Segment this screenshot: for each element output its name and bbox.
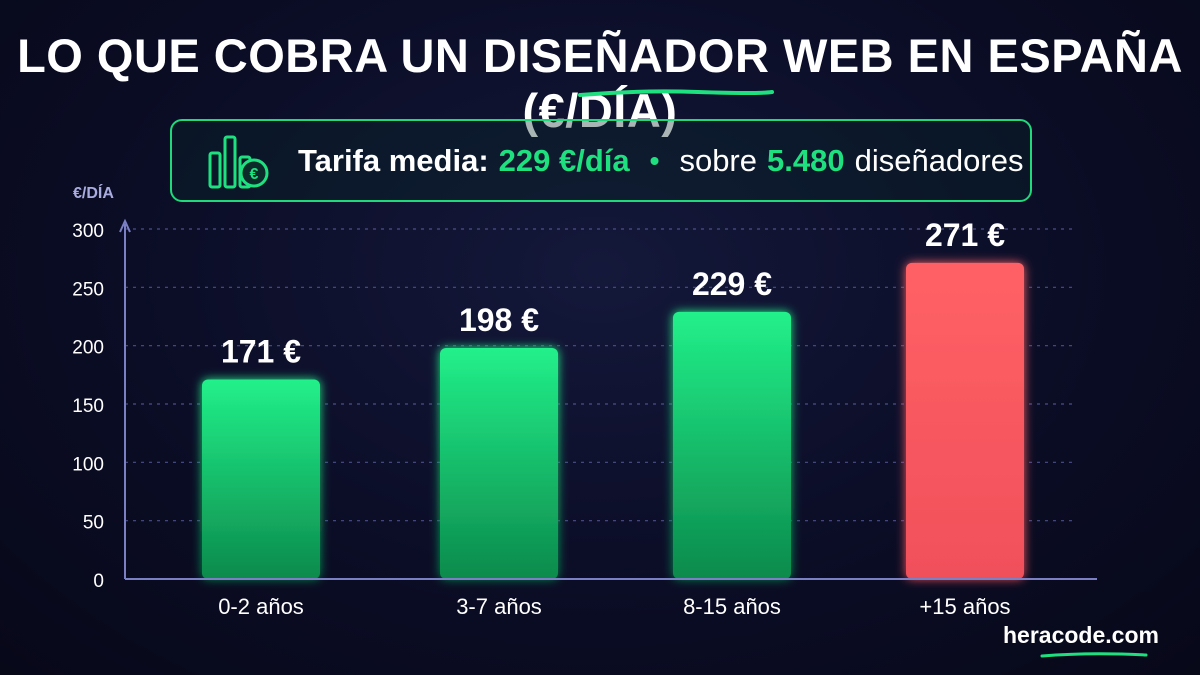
summary-text: Tarifa media: 229 €/día • sobre 5.480 di… — [298, 121, 1023, 200]
summary-box: € Tarifa media: 229 €/día • sobre 5.480 … — [170, 119, 1032, 202]
x-tick-label: 8-15 años — [683, 594, 781, 619]
data-label: 198 € — [459, 302, 539, 338]
y-tick-label: 300 — [72, 221, 104, 242]
x-tick-label: +15 años — [919, 594, 1010, 619]
summary-count: 5.480 — [767, 142, 845, 178]
summary-suffix: diseñadores — [854, 142, 1024, 178]
data-label: 229 € — [692, 266, 772, 302]
brand-underline — [1040, 652, 1148, 658]
data-label: 271 € — [925, 217, 1005, 253]
data-label: 171 € — [221, 334, 301, 370]
brand-name: heracode.com — [1003, 622, 1159, 648]
summary-over: sobre — [679, 142, 757, 178]
title-underline — [578, 89, 774, 97]
y-tick-label: 250 — [72, 279, 104, 300]
y-tick-label: 100 — [72, 454, 104, 475]
bar — [202, 379, 320, 579]
summary-bullet: • — [649, 144, 660, 176]
bar — [673, 311, 791, 579]
y-tick-label: 0 — [93, 571, 104, 592]
summary-average: 229 €/día — [498, 142, 630, 178]
y-tick-label: 50 — [83, 513, 104, 534]
y-tick-label: 200 — [72, 338, 104, 359]
bar — [906, 262, 1024, 579]
y-axis-arrow — [119, 218, 131, 233]
x-tick-label: 0-2 años — [218, 594, 304, 619]
chart-euro-icon: € — [208, 135, 269, 189]
x-tick-label: 3-7 años — [456, 594, 542, 619]
summary-label: Tarifa media: — [298, 142, 489, 178]
bar — [440, 348, 558, 579]
y-axis-label: €/DÍA — [73, 183, 114, 202]
y-tick-label: 150 — [72, 396, 104, 417]
svg-text:€: € — [250, 166, 259, 183]
